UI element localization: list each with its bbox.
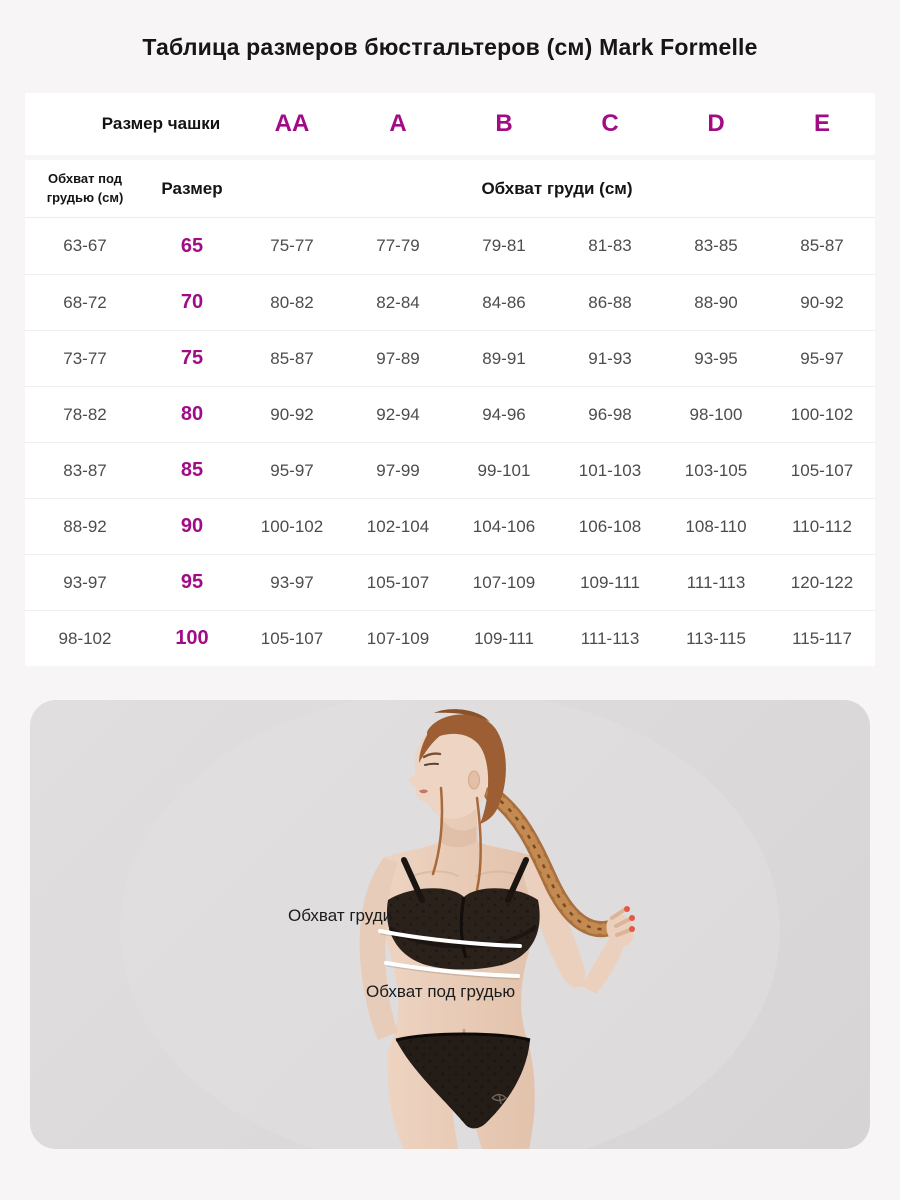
size-table: Размер чашки AA A B C D E Обхват под гру… xyxy=(25,93,875,666)
underbust-value: 73-77 xyxy=(63,348,107,368)
table-row: 98-102 100 105-107 107-109 109-111 111-1… xyxy=(25,610,875,666)
bust-value-aa: 80-82 xyxy=(270,292,314,312)
bust-value-a: 105-107 xyxy=(366,572,430,592)
size-value: 85 xyxy=(180,459,204,481)
bust-value-a: 107-109 xyxy=(366,628,430,648)
bust-value-d: 103-105 xyxy=(684,460,748,480)
bust-value-d: 111-113 xyxy=(686,572,746,592)
bust-value-aa: 75-77 xyxy=(270,236,314,255)
bust-value-aa: 105-107 xyxy=(260,628,324,648)
table-row: 68-72 70 80-82 82-84 84-86 86-88 88-90 9… xyxy=(25,274,875,330)
bust-value-e: 105-107 xyxy=(790,460,854,480)
size-value: 75 xyxy=(180,347,204,369)
bust-value-aa: 93-97 xyxy=(270,572,314,592)
bust-value-a: 92-94 xyxy=(376,404,420,424)
bust-value-c: 86-88 xyxy=(588,292,632,312)
bust-value-b: 109-111 xyxy=(474,628,534,648)
bust-value-a: 102-104 xyxy=(366,516,430,536)
column-header-row: Обхват под грудью (см) Размер Обхват гру… xyxy=(25,160,875,218)
model-photo-card: Обхват груди Обхват под грудью xyxy=(30,700,870,1149)
table-body: 63-67 65 75-77 77-79 79-81 81-83 83-85 8… xyxy=(25,218,875,666)
bust-value-e: 85-87 xyxy=(800,236,844,255)
size-value: 100 xyxy=(175,627,209,649)
size-column-header: Размер xyxy=(161,178,223,198)
cup-size-d: D xyxy=(707,110,725,137)
bust-value-a: 82-84 xyxy=(376,292,420,312)
bust-value-d: 93-95 xyxy=(694,348,738,368)
bust-value-c: 109-111 xyxy=(580,572,640,592)
table-row: 73-77 75 85-87 97-89 89-91 91-93 93-95 9… xyxy=(25,330,875,386)
underbust-value: 63-67 xyxy=(63,236,107,255)
table-row: 93-97 95 93-97 105-107 107-109 109-111 1… xyxy=(25,554,875,610)
bust-measure-label: Обхват груди xyxy=(288,906,393,925)
size-value: 70 xyxy=(180,291,204,313)
bust-value-d: 88-90 xyxy=(694,292,738,312)
bust-value-d: 98-100 xyxy=(689,404,743,424)
cup-size-a: A xyxy=(389,110,407,137)
bust-value-e: 120-122 xyxy=(790,572,854,592)
size-value: 95 xyxy=(180,571,204,593)
bust-value-b: 89-91 xyxy=(482,348,526,368)
underbust-value: 93-97 xyxy=(63,572,107,592)
bust-value-aa: 95-97 xyxy=(270,460,314,480)
bust-value-aa: 85-87 xyxy=(270,348,314,368)
size-value: 90 xyxy=(180,515,204,537)
bust-value-e: 100-102 xyxy=(790,404,854,424)
cup-size-c: C xyxy=(601,110,619,137)
bust-value-a: 97-89 xyxy=(376,348,420,368)
bust-value-b: 107-109 xyxy=(472,572,536,592)
bust-value-b: 84-86 xyxy=(482,292,526,312)
bust-value-d: 113-115 xyxy=(686,628,746,648)
bust-column-header: Обхват груди (см) xyxy=(481,178,633,198)
bust-value-b: 104-106 xyxy=(472,516,536,536)
underbust-column-header: Обхват под грудью (см) xyxy=(46,171,124,205)
model-photo-illustration xyxy=(120,700,780,1149)
underbust-value: 78-82 xyxy=(63,404,107,424)
bust-value-e: 110-112 xyxy=(792,516,852,536)
bust-measure-line xyxy=(378,929,522,948)
bust-value-a: 77-79 xyxy=(376,236,420,255)
underbust-measure-label: Обхват под грудью xyxy=(366,982,516,1001)
bust-value-aa: 90-92 xyxy=(270,404,314,424)
cup-size-e: E xyxy=(813,110,830,137)
size-value: 65 xyxy=(180,234,204,257)
table-row: 63-67 65 75-77 77-79 79-81 81-83 83-85 8… xyxy=(25,218,875,274)
page-title: Таблица размеров бюстгальтеров (см) Mark… xyxy=(142,34,758,60)
underbust-value: 88-92 xyxy=(63,516,107,536)
underbust-value: 98-102 xyxy=(58,628,112,648)
bust-value-e: 95-97 xyxy=(800,348,844,368)
bust-value-c: 81-83 xyxy=(588,236,632,255)
cup-size-header-label: Размер чашки xyxy=(101,114,221,133)
table-row: 88-92 90 100-102 102-104 104-106 106-108… xyxy=(25,498,875,554)
bust-value-b: 79-81 xyxy=(482,236,526,255)
size-value: 80 xyxy=(180,403,204,425)
bust-value-c: 96-98 xyxy=(588,404,632,424)
table-row: 78-82 80 90-92 92-94 94-96 96-98 98-100 … xyxy=(25,386,875,442)
bust-value-e: 115-117 xyxy=(792,628,852,648)
bust-value-c: 91-93 xyxy=(588,348,632,368)
bust-value-c: 106-108 xyxy=(578,516,642,536)
cup-size-aa: AA xyxy=(274,110,310,137)
bust-value-d: 83-85 xyxy=(694,236,738,255)
underbust-measure-line xyxy=(384,961,520,978)
bust-value-aa: 100-102 xyxy=(260,516,324,536)
bust-value-e: 90-92 xyxy=(800,292,844,312)
bust-value-c: 101-103 xyxy=(578,460,642,480)
underbust-value: 68-72 xyxy=(63,292,107,312)
cup-size-b: B xyxy=(495,110,513,137)
table-row: 83-87 85 95-97 97-99 99-101 101-103 103-… xyxy=(25,442,875,498)
underbust-value: 83-87 xyxy=(63,460,107,480)
bust-value-d: 108-110 xyxy=(685,516,747,536)
bust-value-c: 111-113 xyxy=(580,628,640,648)
bust-value-b: 94-96 xyxy=(482,404,526,424)
bust-value-b: 99-101 xyxy=(477,460,531,480)
bust-value-a: 97-99 xyxy=(376,460,420,480)
cup-size-header-row: Размер чашки AA A B C D E xyxy=(25,93,875,155)
